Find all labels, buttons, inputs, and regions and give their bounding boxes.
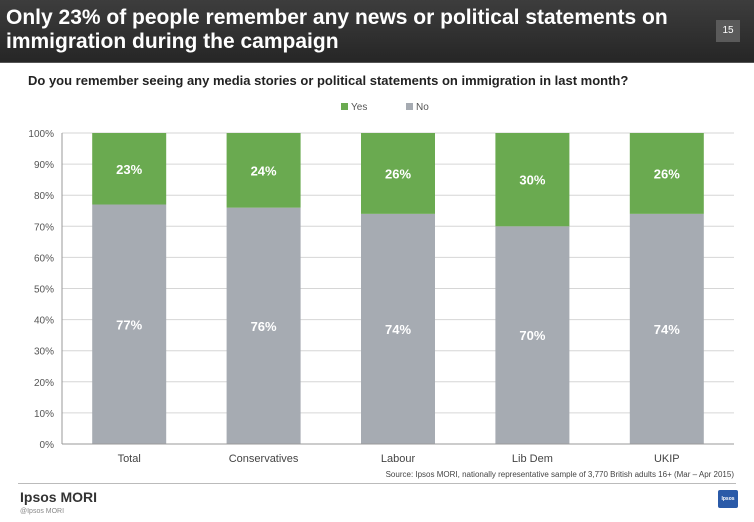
data-label-yes: 26% [654, 166, 680, 181]
bar-yes [226, 133, 301, 208]
legend-swatch-yes [341, 103, 348, 110]
data-label-yes: 23% [116, 162, 142, 177]
footer-divider [18, 483, 736, 484]
bar-yes [495, 133, 570, 227]
y-tick-label: 40% [34, 316, 54, 327]
y-tick-label: 90% [34, 160, 54, 171]
x-tick-label: Total [118, 453, 141, 465]
bar-yes [92, 133, 167, 205]
data-label-no: 77% [116, 317, 142, 332]
ipsos-logo: Ipsos [718, 490, 738, 508]
copyright-text: @Ipsos MORI [20, 508, 65, 515]
bar-no [495, 226, 570, 444]
y-tick-label: 50% [34, 285, 54, 296]
slide-title: Only 23% of people remember any news or … [6, 6, 668, 53]
legend-swatch-no [406, 103, 413, 110]
stacked-bar-chart: Yes No 0% 10% 20% 30% 40% 50% 60% 70% 80% 90% 100% 23… [28, 102, 734, 465]
chart-question: Do you remember seeing any media stories… [28, 73, 629, 88]
y-tick-label: 100% [28, 129, 54, 140]
x-tick-label: Labour [381, 453, 416, 465]
y-tick-label: 60% [34, 253, 54, 264]
data-label-no: 76% [251, 319, 277, 334]
bar-no [361, 213, 435, 444]
legend-label-no: No [416, 102, 429, 113]
legend-label-yes: Yes [351, 102, 367, 113]
y-tick-label: 80% [34, 191, 54, 202]
x-tick-label: Lib Dem [512, 453, 553, 465]
data-label-yes: 26% [385, 166, 411, 181]
brand-name: Ipsos MORI [20, 489, 98, 505]
data-label-yes: 24% [251, 163, 277, 178]
x-tick-label: UKIP [654, 453, 680, 465]
source-note: Source: Ipsos MORI, nationally represent… [385, 470, 734, 479]
data-label-no: 74% [654, 322, 680, 337]
data-label-yes: 30% [519, 173, 545, 188]
title-bar: Only 23% of people remember any news or … [0, 0, 754, 63]
y-tick-label: 10% [34, 409, 54, 420]
bar-yes [629, 133, 704, 214]
x-tick-label: Conservatives [229, 453, 299, 465]
bar-yes [361, 133, 435, 214]
bar-no [226, 207, 301, 444]
bar-no [629, 213, 704, 444]
data-label-no: 70% [519, 328, 545, 343]
y-tick-label: 20% [34, 378, 54, 389]
y-tick-label: 30% [34, 347, 54, 358]
bar-no [92, 204, 167, 444]
y-tick-label: 0% [40, 440, 55, 451]
data-label-no: 74% [385, 322, 411, 337]
page-number: 15 [716, 20, 740, 42]
y-tick-label: 70% [34, 222, 54, 233]
